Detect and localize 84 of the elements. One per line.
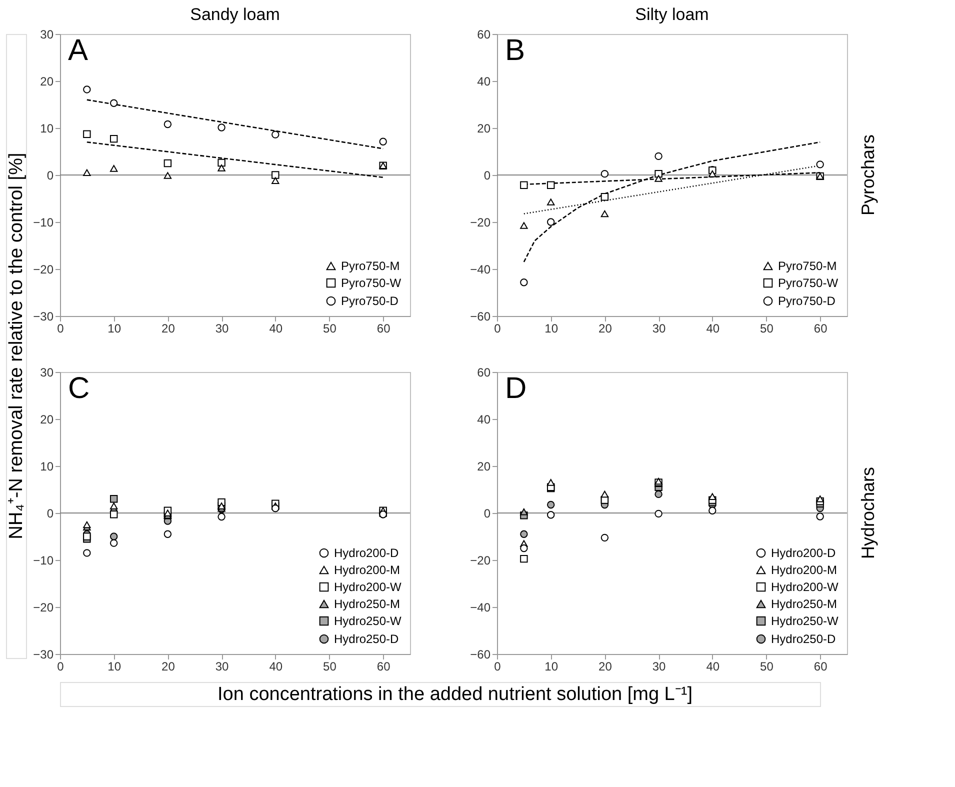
chart-title: Silty loam <box>635 5 709 24</box>
legend-label: Hydro200-D <box>771 546 836 560</box>
y-tick-label: −20 <box>470 216 491 230</box>
y-tick-label: −30 <box>33 648 54 662</box>
y-tick-label: 60 <box>477 366 491 380</box>
x-tick-label: 10 <box>108 322 122 336</box>
x-tick-label: 0 <box>57 322 64 336</box>
legend-label: Hydro200-W <box>334 580 402 594</box>
y-tick-label: −20 <box>33 262 54 276</box>
x-tick-label: 30 <box>215 660 230 674</box>
y-tick-label: −60 <box>470 310 491 324</box>
x-tick-label: 0 <box>494 660 502 674</box>
x-tick-label: 30 <box>652 322 666 336</box>
y-tick-label: 40 <box>477 74 491 88</box>
x-tick-label: 50 <box>760 322 774 336</box>
legend-label: Pyro750-M <box>778 259 837 273</box>
y-tick-label: 40 <box>477 412 491 426</box>
x-tick-label: 20 <box>598 322 612 336</box>
y-tick-label: 0 <box>46 168 54 182</box>
legend-label: Hydro250-M <box>771 597 838 611</box>
legend-label: Hydro250-W <box>334 614 402 628</box>
y-tick-label: 20 <box>40 412 54 426</box>
legend-label: Pyro750-W <box>778 276 839 290</box>
legend-label: Hydro200-W <box>771 580 840 594</box>
x-axis-title: Ion concentrations in the added nutrient solution [mg L⁻¹] <box>218 684 692 705</box>
legend-label: Hydro250-D <box>771 632 836 646</box>
legend-label: Hydro200-D <box>334 546 400 560</box>
x-tick-label: 30 <box>215 322 230 336</box>
y-tick-label: −10 <box>33 554 54 568</box>
legend-label: Hydro250-W <box>771 614 840 628</box>
x-tick-label: 50 <box>760 660 774 674</box>
y-axis-title: NH₄⁺-N removal rate relative to the control [%] <box>6 152 27 540</box>
x-tick-label: 40 <box>706 322 720 336</box>
legend-label: Hydro200-M <box>771 563 838 577</box>
y-tick-label: −20 <box>33 600 54 614</box>
x-tick-label: 0 <box>57 660 64 674</box>
x-tick-label: 20 <box>162 660 176 674</box>
x-tick-label: 20 <box>162 322 176 336</box>
annotation: C <box>68 372 90 405</box>
x-tick-label: 40 <box>269 322 283 336</box>
x-tick-label: 30 <box>652 660 666 674</box>
legend-label: Pyro750-M <box>341 259 400 273</box>
x-tick-label: 20 <box>598 660 612 674</box>
legend-label: Hydro250-M <box>334 597 400 611</box>
x-tick-label: 60 <box>376 660 391 674</box>
x-tick-label: 40 <box>269 660 283 674</box>
x-tick-label: 60 <box>814 322 828 336</box>
y-tick-label: 10 <box>40 460 54 474</box>
x-tick-label: 10 <box>544 660 558 674</box>
y2-axis-title: Pyrochars <box>858 134 878 216</box>
x-tick-label: 60 <box>376 322 391 336</box>
y-tick-label: −30 <box>33 310 54 324</box>
annotation: A <box>68 34 88 67</box>
legend-label: Pyro750-W <box>341 276 402 290</box>
annotation: D <box>505 372 527 405</box>
y-tick-label: −10 <box>33 216 54 230</box>
y-tick-label: −40 <box>470 600 491 614</box>
legend-label: Pyro750-D <box>778 294 836 308</box>
x-tick-label: 10 <box>108 660 122 674</box>
y-tick-label: −60 <box>470 648 491 662</box>
y-tick-label: 20 <box>477 122 491 136</box>
y-tick-label: 10 <box>40 122 54 136</box>
x-tick-label: 0 <box>494 322 502 336</box>
chart-title: Sandy loam <box>190 5 280 24</box>
y-tick-label: 30 <box>40 28 54 42</box>
y-tick-label: 0 <box>46 506 54 520</box>
x-tick-label: 50 <box>323 322 337 336</box>
x-tick-label: 40 <box>706 660 720 674</box>
y2-axis-title: Hydrochars <box>858 466 878 560</box>
y-tick-label: −40 <box>470 262 491 276</box>
y-tick-label: 30 <box>40 366 54 380</box>
x-tick-label: 10 <box>544 322 558 336</box>
legend-label: Pyro750-D <box>341 294 399 308</box>
y-tick-label: 20 <box>40 74 54 88</box>
y-tick-label: −20 <box>470 554 491 568</box>
legend-label: Hydro200-M <box>334 563 400 577</box>
y-tick-label: 20 <box>477 460 491 474</box>
legend-label: Hydro250-D <box>334 632 400 646</box>
x-tick-label: 50 <box>323 660 337 674</box>
annotation: B <box>505 34 526 67</box>
y-tick-label: 0 <box>484 168 491 182</box>
x-tick-label: 60 <box>814 660 828 674</box>
y-tick-label: 0 <box>484 506 491 520</box>
y-tick-label: 60 <box>477 28 491 42</box>
